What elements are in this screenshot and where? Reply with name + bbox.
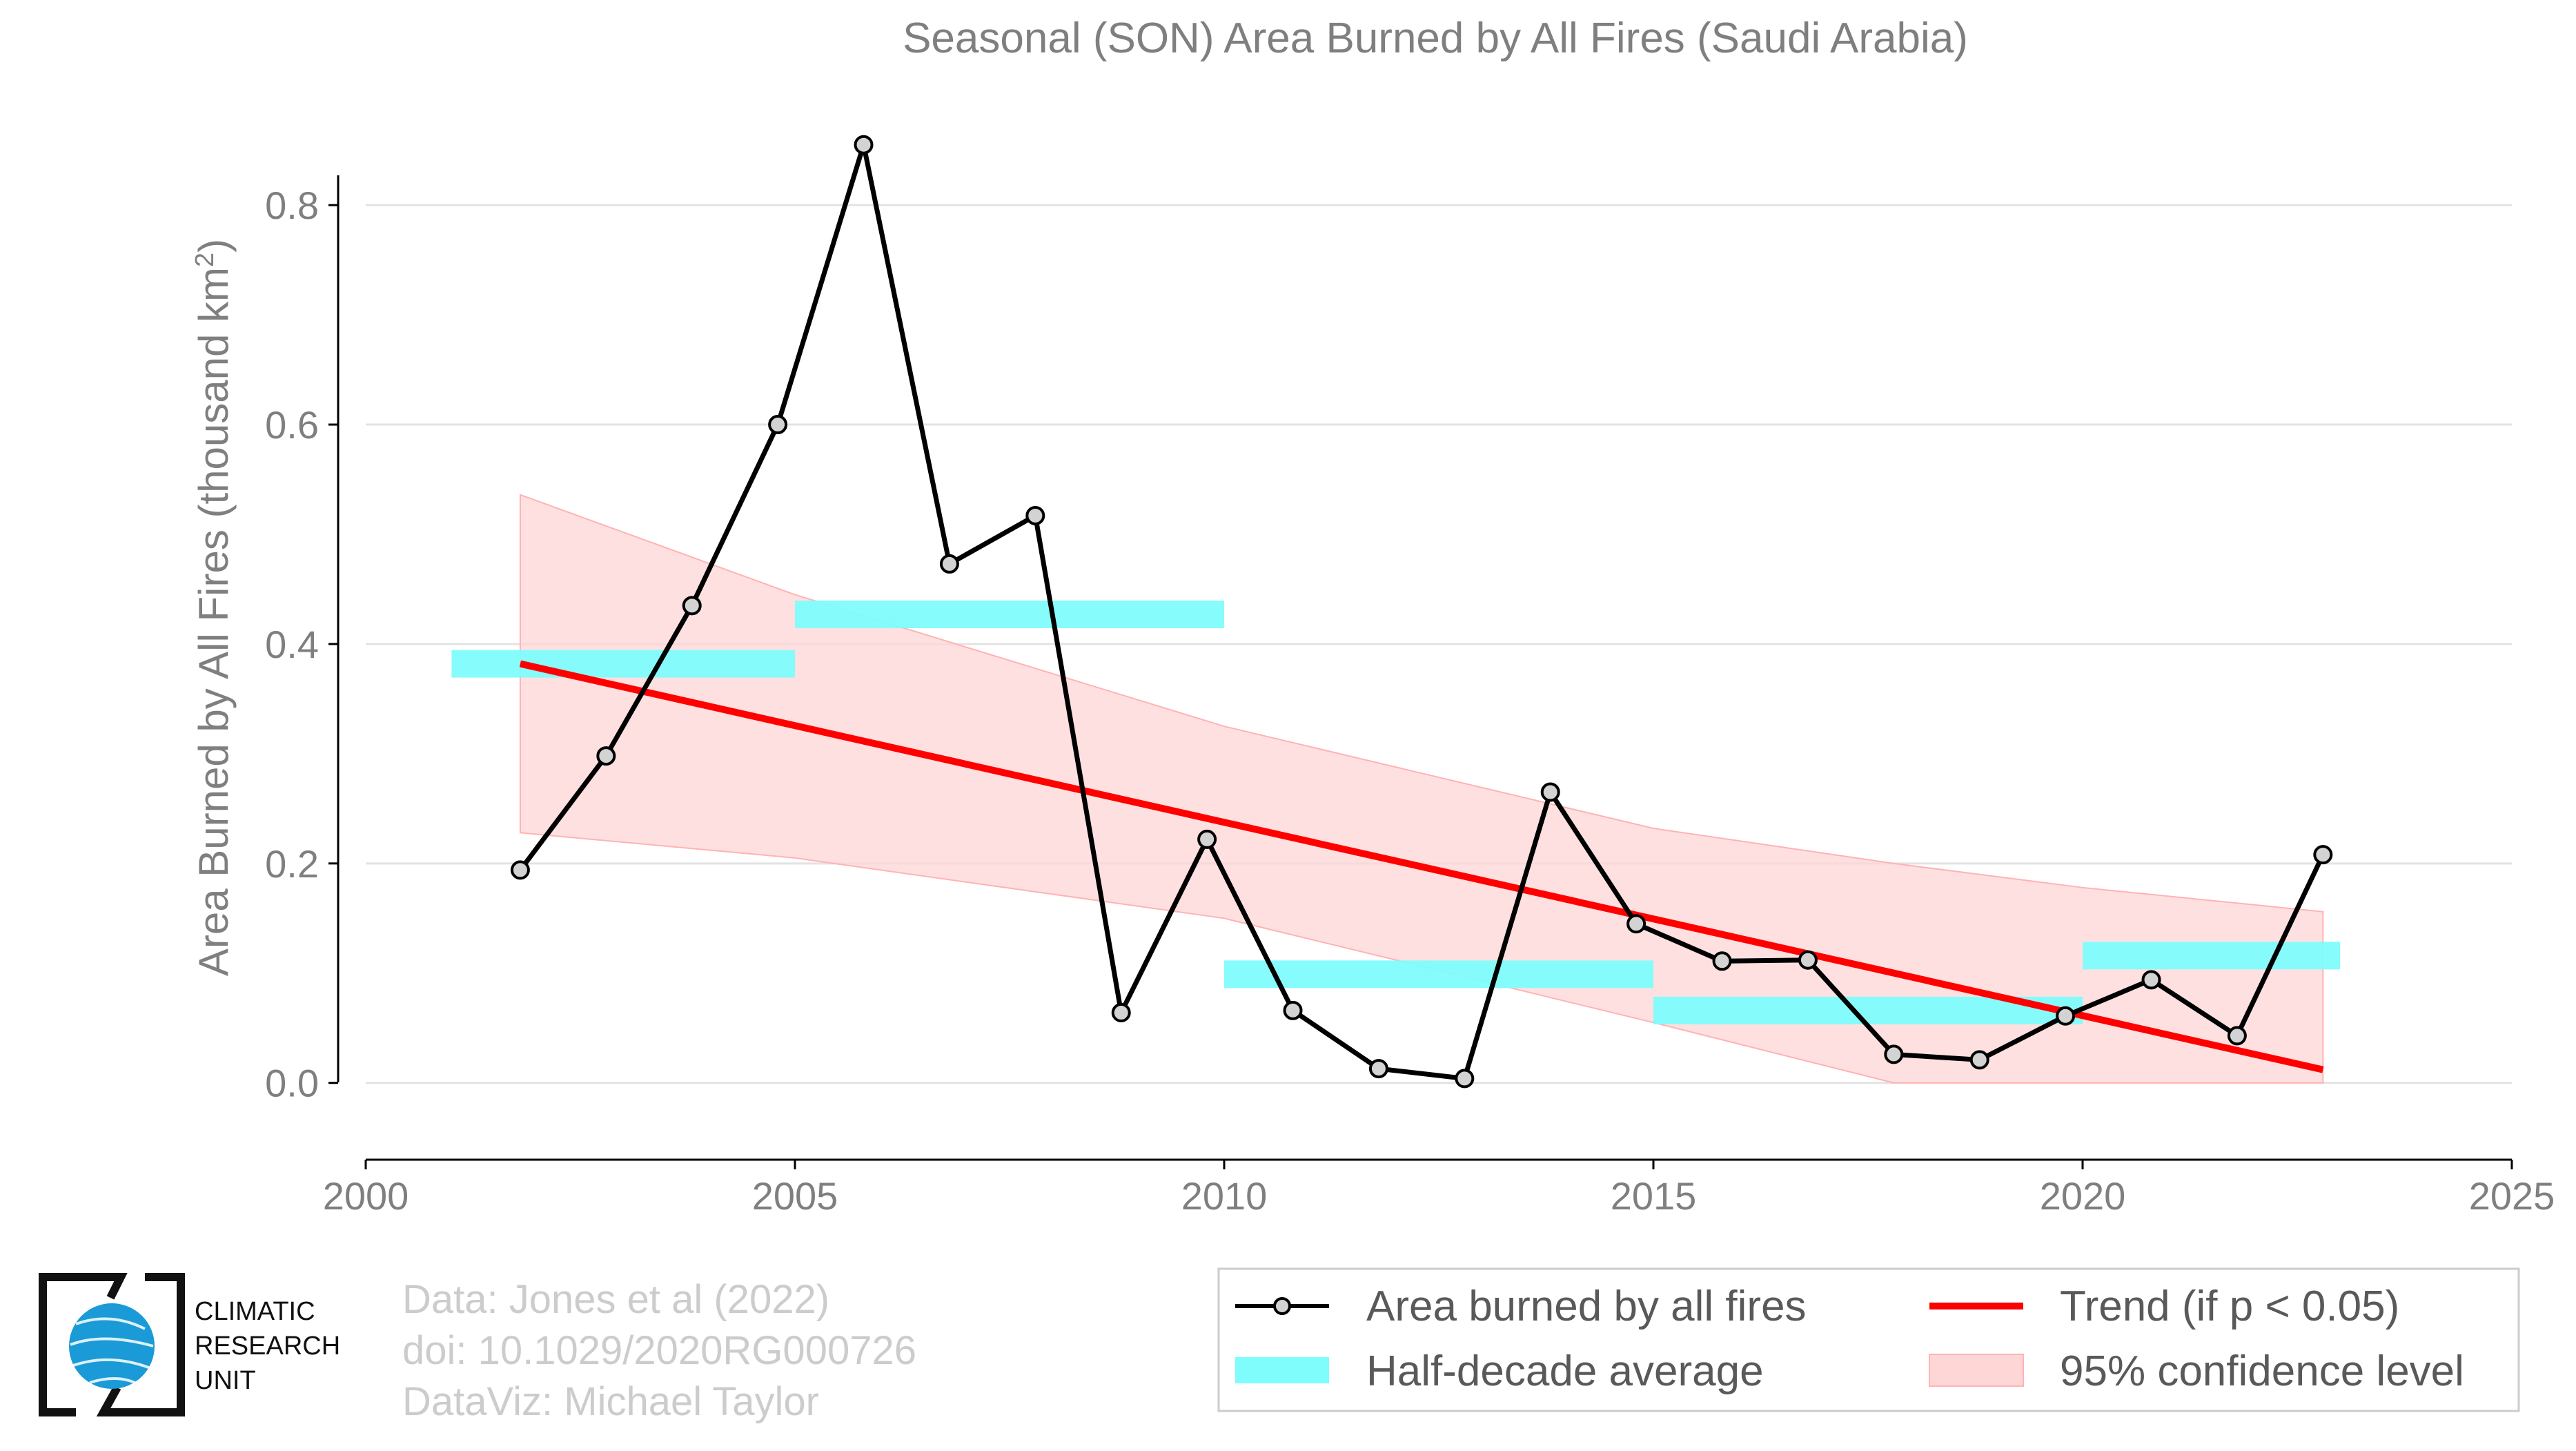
y-tick-label: 0.6 [265,403,319,447]
legend-box [1217,1267,2520,1412]
legend-label-series: Area burned by all fires [1366,1283,1807,1330]
confidence-band [519,494,2324,1084]
x-tick-label: 2015 [1611,1174,1697,1218]
chart-title: Seasonal (SON) Area Burned by All Fires … [903,14,1968,62]
logo-text-1: CLIMATIC [195,1297,315,1326]
half-decade-bar [1224,960,1653,989]
credit-dataviz: DataViz: Michael Taylor [402,1379,819,1424]
half-decade-bars [451,601,2341,1024]
x-ticks: 2000 2005 2010 2015 2020 2025 [323,1160,2555,1218]
data-point [1969,1050,1989,1070]
data-point [768,415,788,435]
data-point [1025,505,1045,525]
data-point [1540,782,1560,802]
data-point [1798,950,1818,970]
data-point [1111,1003,1131,1023]
x-tick-label: 2000 [323,1174,409,1218]
legend-label-confidence: 95% confidence level [2060,1347,2464,1395]
credit-doi: doi: 10.1029/2020RG000726 [402,1328,916,1373]
y-tick-label: 0.8 [265,184,319,227]
y-axis-label: Area Burned by All Fires (thousand km2) [190,239,237,976]
x-tick-label: 2005 [752,1174,838,1218]
y-tick-label: 0.4 [265,623,319,666]
globe-lines-icon [70,1317,154,1385]
y-tick-label: 0.2 [265,842,319,886]
logo-frame [39,1273,185,1416]
data-point [1368,1059,1388,1079]
y-axis-label-end: ) [190,239,237,253]
y-axis-label-superscript: 2 [190,253,219,267]
series-line [518,144,2326,1082]
data-point [510,860,530,880]
y-tick-label: 0.0 [265,1062,319,1105]
x-tick-label: 2020 [2040,1174,2126,1218]
trend-line [519,660,2324,1073]
x-tick-label: 2025 [2469,1174,2555,1218]
credit-data: Data: Jones et al (2022) [402,1277,829,1322]
data-point [2227,1026,2247,1046]
data-point [854,135,874,155]
series-group [510,135,2333,1089]
legend-swatch-half-decade [1235,1357,1329,1383]
half-decade-bar [451,650,795,678]
legend: Area burned by all fires Half-decade ave… [1217,1267,2520,1412]
data-point [1626,914,1646,934]
x-tick-label: 2010 [1181,1174,1268,1218]
data-point [2313,845,2333,865]
legend-swatch-series-marker [1273,1297,1291,1315]
globe-icon [69,1303,155,1389]
legend-label-half-decade: Half-decade average [1366,1347,1764,1395]
data-point [682,596,702,616]
data-point [1884,1044,1904,1064]
logo-text-2: RESEARCH [195,1332,340,1361]
legend-label-trend: Trend (if p < 0.05) [2060,1283,2399,1330]
axes [337,175,2512,1161]
trend-line-group [519,660,2324,1073]
data-point [939,554,959,574]
half-decade-bar [795,601,1224,629]
confidence-area [519,494,2324,1084]
data-point [596,746,616,766]
data-point [1712,951,1732,971]
data-point [1455,1069,1475,1089]
data-point [1197,829,1217,849]
half-decade-bar [2083,942,2341,970]
credits: Data: Jones et al (2022) doi: 10.1029/20… [402,1277,916,1424]
y-axis-label-main: Area Burned by All Fires (thousand km [190,267,237,976]
cru-logo: CLIMATIC RESEARCH UNIT [39,1273,340,1416]
data-point [2141,970,2161,990]
data-point [2056,1006,2076,1026]
data-point [1283,1000,1303,1020]
y-ticks: 0.0 0.2 0.4 0.6 0.8 [265,184,338,1105]
logo-text-3: UNIT [195,1366,256,1395]
legend-swatch-confidence [1929,1354,2024,1387]
